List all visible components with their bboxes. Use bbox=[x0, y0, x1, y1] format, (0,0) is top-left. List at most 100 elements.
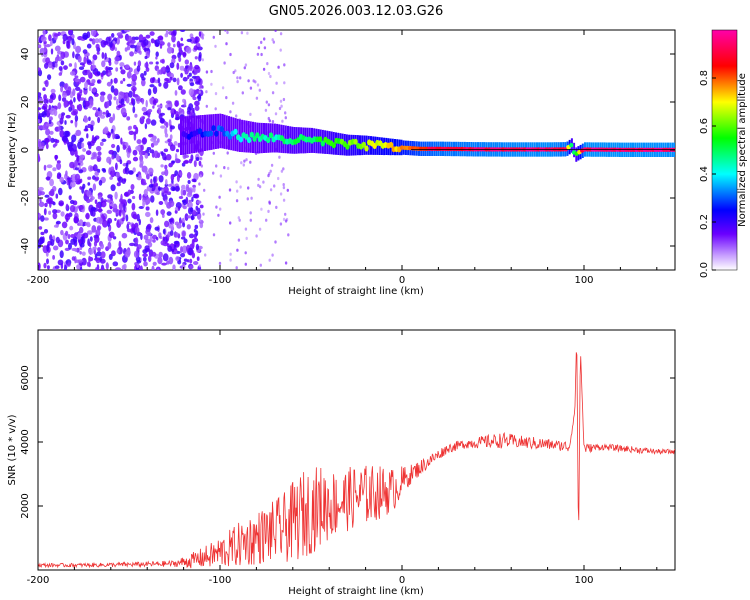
noise-speckle bbox=[44, 44, 47, 53]
noise-speckle bbox=[141, 106, 147, 112]
noise-speckle bbox=[223, 61, 226, 65]
noise-speckle bbox=[94, 38, 100, 44]
noise-speckle bbox=[40, 231, 45, 236]
noise-speckle bbox=[126, 83, 132, 87]
ridge-point bbox=[364, 145, 369, 152]
noise-speckle bbox=[115, 135, 121, 139]
noise-speckle bbox=[244, 63, 248, 67]
noise-speckle bbox=[144, 152, 149, 159]
noise-speckle bbox=[265, 218, 268, 222]
noise-speckle bbox=[267, 209, 270, 213]
noise-speckle bbox=[274, 30, 277, 32]
noise-speckle bbox=[133, 133, 137, 141]
noise-speckle bbox=[212, 233, 216, 237]
noise-speckle bbox=[88, 255, 91, 263]
noise-speckle bbox=[59, 176, 64, 183]
ridge-point bbox=[255, 132, 260, 139]
noise-speckle bbox=[107, 93, 113, 102]
noise-speckle bbox=[268, 200, 271, 204]
noise-speckle bbox=[68, 177, 71, 186]
noise-speckle bbox=[131, 73, 138, 82]
ridge-point bbox=[238, 136, 244, 143]
noise-speckle bbox=[194, 224, 199, 229]
noise-speckle bbox=[202, 33, 205, 37]
noise-speckle bbox=[163, 81, 169, 89]
noise-speckle bbox=[203, 188, 206, 192]
noise-speckle bbox=[153, 140, 159, 146]
noise-speckle bbox=[279, 48, 282, 52]
noise-speckle bbox=[155, 56, 158, 60]
snr-series-line bbox=[38, 352, 675, 569]
noise-speckle bbox=[158, 82, 162, 87]
noise-speckle bbox=[39, 197, 42, 203]
noise-speckle bbox=[198, 85, 201, 90]
ridge-point bbox=[569, 143, 574, 148]
noise-speckle bbox=[184, 213, 189, 222]
noise-speckle bbox=[194, 56, 198, 60]
noise-speckle bbox=[186, 172, 192, 179]
noise-speckle bbox=[46, 164, 53, 169]
noise-speckle bbox=[38, 189, 42, 196]
noise-speckle bbox=[71, 38, 75, 46]
noise-speckle bbox=[63, 100, 68, 108]
noise-speckle bbox=[124, 251, 131, 258]
noise-speckle bbox=[267, 71, 271, 76]
noise-speckle bbox=[84, 222, 88, 226]
noise-speckle bbox=[143, 189, 148, 197]
noise-speckle bbox=[60, 229, 64, 236]
noise-speckle bbox=[145, 99, 148, 108]
noise-speckle bbox=[219, 207, 222, 211]
noise-speckle bbox=[101, 52, 105, 59]
noise-speckle bbox=[236, 189, 239, 193]
noise-speckle bbox=[114, 191, 118, 200]
noise-speckle bbox=[198, 182, 201, 186]
ridge-point bbox=[331, 142, 336, 149]
noise-speckle bbox=[194, 193, 200, 199]
noise-speckle bbox=[62, 33, 68, 42]
noise-speckle bbox=[160, 209, 166, 215]
noise-speckle bbox=[83, 116, 89, 123]
noise-speckle bbox=[70, 238, 76, 245]
noise-speckle bbox=[164, 199, 168, 205]
noise-speckle bbox=[241, 91, 244, 95]
noise-speckle bbox=[56, 162, 62, 170]
noise-speckle bbox=[80, 242, 85, 248]
noise-speckle bbox=[279, 99, 283, 103]
noise-speckle bbox=[76, 154, 80, 163]
noise-speckle bbox=[40, 215, 45, 222]
noise-speckle bbox=[65, 239, 69, 245]
noise-speckle bbox=[229, 221, 232, 225]
noise-speckle bbox=[45, 123, 51, 127]
noise-speckle bbox=[179, 65, 185, 71]
noise-speckle bbox=[52, 212, 58, 220]
noise-speckle bbox=[197, 94, 202, 102]
noise-speckle bbox=[225, 42, 228, 46]
noise-speckle bbox=[264, 108, 268, 112]
noise-speckle bbox=[250, 196, 253, 200]
noise-speckle bbox=[243, 159, 246, 163]
noise-speckle bbox=[108, 61, 112, 66]
noise-speckle bbox=[38, 226, 43, 230]
noise-speckle bbox=[166, 211, 172, 216]
noise-speckle bbox=[185, 196, 189, 204]
noise-speckle bbox=[82, 49, 88, 54]
ridge-point bbox=[353, 138, 358, 145]
noise-speckle bbox=[134, 36, 139, 41]
ridge-point bbox=[361, 141, 366, 148]
noise-speckle bbox=[47, 74, 52, 80]
noise-speckle bbox=[166, 243, 170, 248]
noise-speckle bbox=[70, 120, 74, 124]
noise-speckle bbox=[133, 250, 139, 258]
noise-speckle bbox=[170, 125, 175, 130]
noise-speckle bbox=[198, 264, 201, 268]
noise-speckle bbox=[102, 219, 108, 228]
noise-speckle bbox=[138, 206, 144, 209]
noise-speckle bbox=[53, 109, 58, 117]
noise-speckle bbox=[237, 238, 241, 242]
y-tick-label: 0 bbox=[20, 147, 31, 153]
noise-speckle bbox=[125, 214, 129, 222]
noise-speckle bbox=[178, 85, 183, 91]
noise-speckle bbox=[139, 159, 144, 166]
noise-speckle bbox=[44, 62, 49, 69]
noise-speckle bbox=[240, 31, 244, 35]
